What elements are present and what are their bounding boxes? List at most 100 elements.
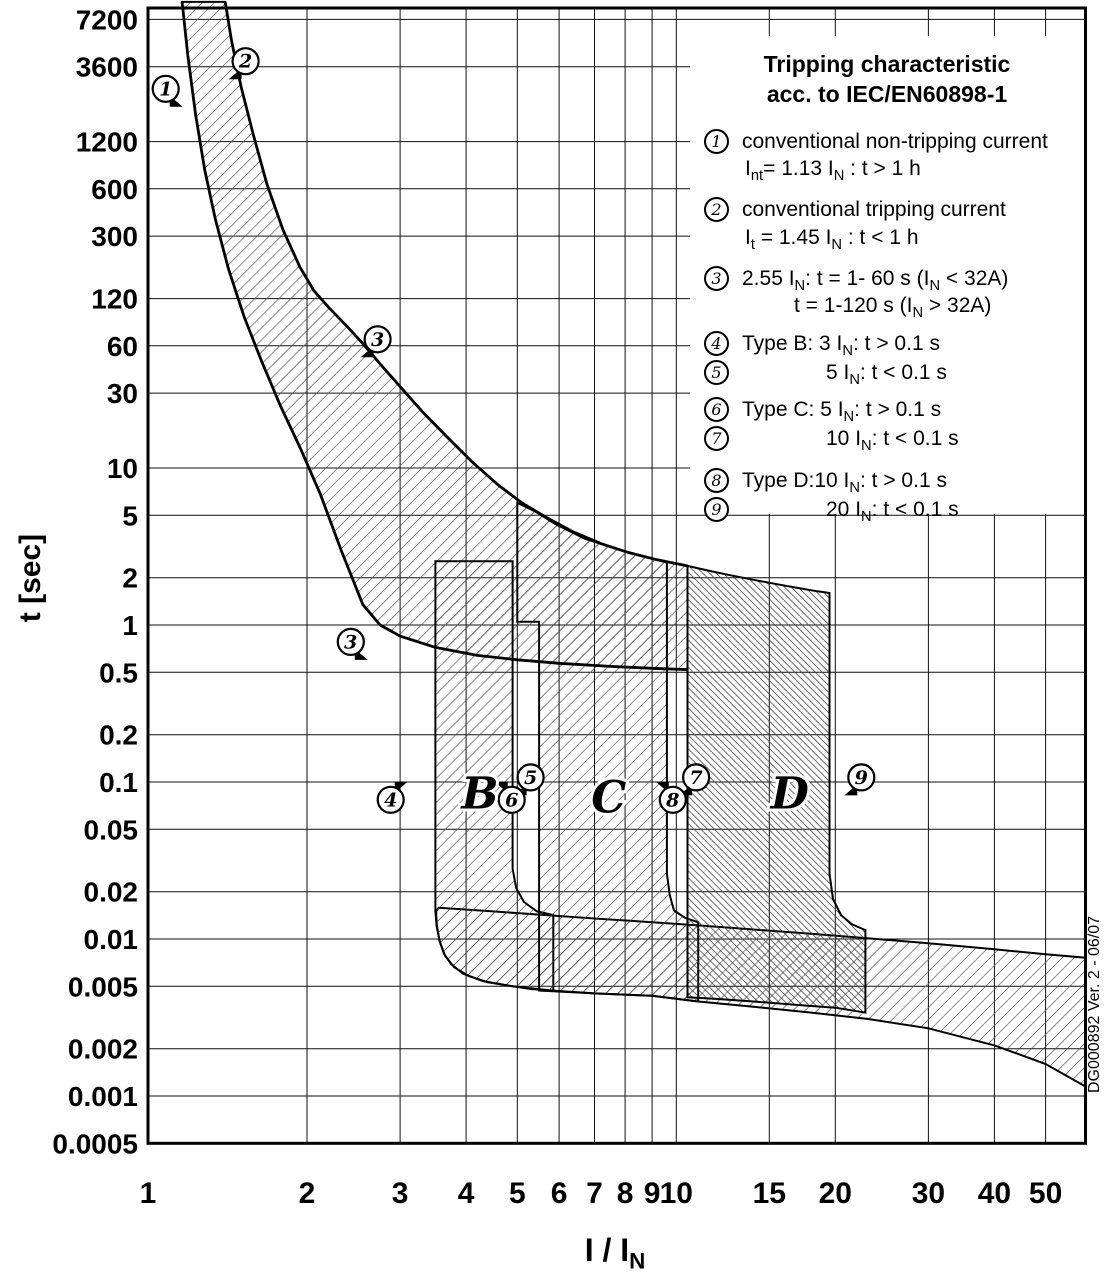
- chart-marker-8-8: 8: [655, 781, 687, 814]
- legend-item-3: 3 2.55 IN: t = 1- 60 s (IN < 32A) t = 1-12…: [704, 265, 1084, 322]
- svg-text:300: 300: [91, 221, 138, 252]
- svg-text:40: 40: [978, 1177, 1011, 1210]
- svg-text:60: 60: [107, 331, 138, 362]
- svg-text:15: 15: [753, 1177, 786, 1210]
- marker-number: 2: [238, 51, 252, 73]
- legend-items: 1 conventional non-tripping current Int= 1…: [690, 110, 1084, 526]
- legend-circled-number-4: 4: [704, 330, 729, 356]
- x-axis-title: I / IN: [584, 1232, 646, 1274]
- legend-circled-number-6: 6: [704, 397, 729, 423]
- upper-tripping-curve: [223, 1, 688, 568]
- legend-item-text-8: Type D:10 IN: t > 0.1 s: [742, 468, 947, 496]
- marker-number: 9: [855, 767, 868, 789]
- marker-number: 3: [371, 329, 384, 351]
- svg-text:10: 10: [660, 1177, 693, 1210]
- legend-item-6: 6 Type C: 5 IN: t > 0.1 s: [704, 396, 1084, 425]
- svg-text:0.5: 0.5: [99, 657, 138, 688]
- marker-number: 1: [159, 78, 172, 100]
- svg-text:6: 6: [551, 1177, 568, 1210]
- svg-text:1: 1: [140, 1177, 157, 1210]
- type-d-band: [686, 564, 867, 1014]
- band-label-D: D: [769, 768, 809, 819]
- svg-text:3: 3: [392, 1177, 409, 1210]
- svg-text:120: 120: [91, 284, 138, 315]
- legend-item-5: 5 5 IN: t < 0.1 s: [704, 359, 1084, 389]
- svg-text:20: 20: [819, 1177, 852, 1210]
- legend: Tripping characteristic acc. to IEC/EN60…: [690, 36, 1084, 525]
- y-tick-labels: 7200 3600 1200 600 300 120 60 30 10 5 2 1 0.5 0.2 0.1 0…: [52, 4, 138, 1159]
- svg-text:9: 9: [644, 1177, 661, 1210]
- marker-number: 6: [505, 789, 518, 811]
- svg-text:2: 2: [299, 1177, 316, 1210]
- legend-circled-number-3: 3: [704, 265, 729, 291]
- legend-item-text-1: conventional non-tripping current Int= 1.…: [742, 129, 1048, 185]
- svg-text:0.0005: 0.0005: [52, 1128, 138, 1159]
- svg-text:30: 30: [107, 378, 138, 409]
- marker-number: 8: [665, 789, 679, 811]
- svg-text:0.2: 0.2: [99, 720, 138, 751]
- svg-text:1200: 1200: [76, 127, 138, 158]
- svg-text:4: 4: [458, 1177, 475, 1210]
- chart-marker-7-7: 7: [679, 763, 711, 796]
- svg-text:0.05: 0.05: [84, 814, 139, 845]
- legend-title-line1: Tripping characteristic: [763, 51, 1011, 77]
- legend-title-line2: acc. to IEC/EN60898-1: [766, 80, 1008, 107]
- legend-item-7: 7 10 IN: t < 0.1 s: [704, 425, 1084, 455]
- legend-item-4: 4 Type B: 3 IN: t > 0.1 s: [704, 330, 1084, 359]
- svg-text:0.001: 0.001: [68, 1081, 138, 1112]
- legend-item-text-9: 20 IN: t < 0.1 s: [826, 498, 959, 526]
- chart-marker-3-3: 3: [336, 627, 368, 660]
- legend-item-2: 2 conventional tripping current It = 1.45 …: [704, 196, 1084, 253]
- legend-circled-number-5: 5: [704, 359, 729, 385]
- chart-marker-4-4: 4: [376, 781, 408, 814]
- svg-text:0.02: 0.02: [84, 877, 139, 908]
- svg-text:5: 5: [509, 1177, 526, 1210]
- legend-circled-number-9: 9: [704, 497, 729, 523]
- type-c-band: [516, 501, 700, 1003]
- svg-text:1: 1: [122, 610, 138, 641]
- legend-item-text-2: conventional tripping current It = 1.45 I…: [742, 198, 1006, 253]
- marker-circle: [497, 785, 526, 814]
- lower-tripping-curve: [180, 1, 688, 671]
- marker-number: 4: [384, 789, 397, 811]
- x-tick-labels: 1 2 3 4 5 6 7 8 9 10 15 20 30 40 50: [140, 1177, 1063, 1210]
- chart-marker-1-0: 1: [151, 74, 183, 107]
- chart-marker-6-6: 6: [494, 781, 526, 814]
- marker-number: 7: [689, 767, 702, 789]
- legend-circled-number-2: 2: [704, 197, 729, 223]
- band-label-B: B: [459, 768, 498, 819]
- svg-text:3600: 3600: [76, 52, 138, 83]
- svg-text:600: 600: [91, 174, 138, 205]
- marker-circle: [681, 763, 711, 792]
- svg-text:5: 5: [122, 500, 138, 531]
- legend-circled-number-7: 7: [704, 426, 729, 452]
- marker-circle: [658, 785, 687, 814]
- legend-item-text-5: 5 IN: t < 0.1 s: [826, 360, 947, 389]
- marker-circle: [516, 763, 545, 792]
- chart-marker-9-9: 9: [844, 763, 876, 796]
- marker-circle: [376, 785, 405, 814]
- svg-text:7: 7: [586, 1177, 603, 1210]
- svg-text:0.01: 0.01: [84, 924, 139, 955]
- legend-item-text-7: 10 IN: t < 0.1 s: [826, 427, 959, 455]
- svg-text:0.002: 0.002: [68, 1034, 138, 1065]
- marker-circle: [151, 74, 180, 103]
- svg-text:0.1: 0.1: [99, 767, 138, 798]
- legend-item-text-4: Type B: 3 IN: t > 0.1 s: [742, 331, 940, 359]
- svg-text:7200: 7200: [76, 4, 138, 35]
- band-label-C: C: [591, 772, 626, 823]
- svg-text:0.005: 0.005: [68, 971, 138, 1002]
- legend-title: Tripping characteristic acc. to IEC/EN60…: [690, 50, 1084, 110]
- legend-circled-number-8: 8: [704, 467, 729, 493]
- legend-item-text-3: 2.55 IN: t = 1- 60 s (IN < 32A) t = 1-120…: [742, 266, 1009, 322]
- legend-item-8: 8 Type D:10 IN: t > 0.1 s: [704, 467, 1084, 496]
- plot-border: [146, 6, 1087, 1145]
- document-number-watermark: DG000892 Ver. 2 - 06/07: [1086, 915, 1103, 1093]
- svg-text:10: 10: [107, 453, 138, 484]
- chart-marker-2-1: 2: [228, 47, 260, 80]
- marker-circle: [231, 47, 260, 76]
- y-axis-title: t [sec]: [14, 533, 47, 623]
- legend-item-1: 1 conventional non-tripping current Int= 1…: [704, 128, 1084, 185]
- svg-text:8: 8: [617, 1177, 634, 1210]
